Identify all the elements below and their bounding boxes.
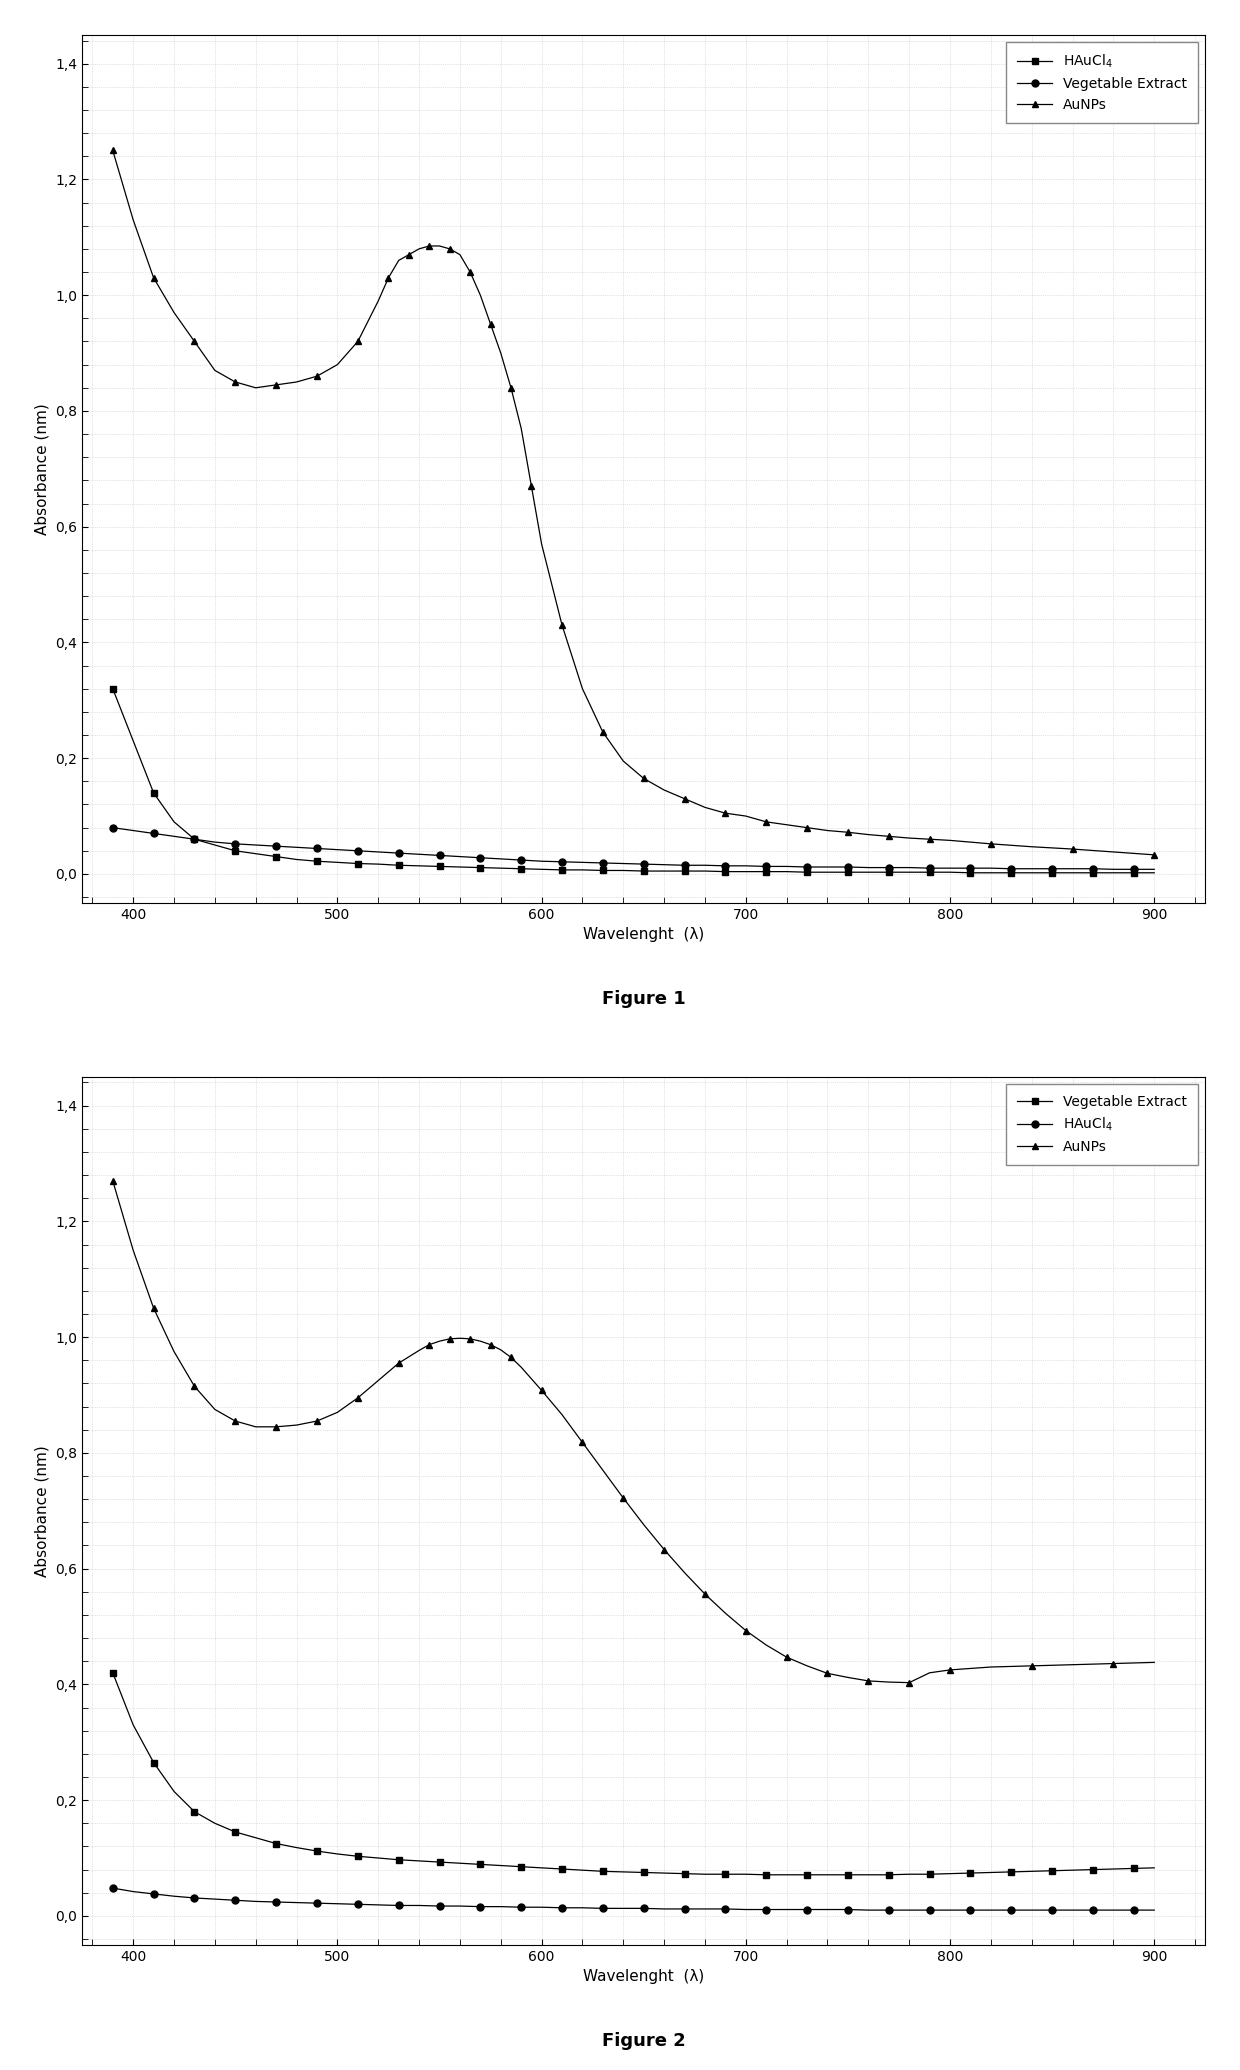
- HAuCl$_4$: [738, 859, 753, 884]
- Vegetable Extract: [759, 1863, 774, 1888]
- Line: HAuCl$_4$: HAuCl$_4$: [109, 1884, 1158, 1913]
- Vegetable Extract: [1065, 857, 1080, 882]
- HAuCl$_4$: [779, 1896, 794, 1921]
- Line: AuNPs: AuNPs: [109, 1178, 1158, 1687]
- HAuCl$_4$: [472, 1894, 487, 1919]
- Line: Vegetable Extract: Vegetable Extract: [110, 1670, 1157, 1877]
- AuNPs: [443, 1327, 458, 1352]
- Line: HAuCl$_4$: HAuCl$_4$: [110, 685, 1157, 876]
- Legend: Vegetable Extract, HAuCl$_4$, AuNPs: Vegetable Extract, HAuCl$_4$, AuNPs: [1007, 1083, 1198, 1165]
- AuNPs: [636, 1513, 651, 1538]
- AuNPs: [1147, 842, 1162, 867]
- HAuCl$_4$: [472, 855, 487, 880]
- HAuCl$_4$: [595, 1896, 610, 1921]
- HAuCl$_4$: [779, 859, 794, 884]
- Text: Figure 2: Figure 2: [601, 2031, 686, 2049]
- Y-axis label: Absorbance (nm): Absorbance (nm): [35, 1445, 50, 1577]
- Text: Figure 1: Figure 1: [601, 989, 686, 1008]
- AuNPs: [1024, 1654, 1039, 1679]
- Vegetable Extract: [105, 1660, 120, 1685]
- Vegetable Extract: [738, 853, 753, 878]
- AuNPs: [1106, 840, 1121, 865]
- Vegetable Extract: [595, 851, 610, 876]
- Vegetable Extract: [738, 1861, 753, 1886]
- Vegetable Extract: [1147, 857, 1162, 882]
- X-axis label: Wavelenght  (λ): Wavelenght (λ): [583, 927, 704, 942]
- Vegetable Extract: [187, 1799, 202, 1824]
- AuNPs: [923, 826, 937, 851]
- HAuCl$_4$: [861, 1898, 875, 1923]
- AuNPs: [1147, 1650, 1162, 1675]
- HAuCl$_4$: [738, 1896, 753, 1921]
- AuNPs: [228, 371, 243, 395]
- Vegetable Extract: [779, 855, 794, 880]
- HAuCl$_4$: [187, 1886, 202, 1911]
- Line: Vegetable Extract: Vegetable Extract: [109, 824, 1158, 874]
- Vegetable Extract: [1106, 857, 1121, 882]
- X-axis label: Wavelenght  (λ): Wavelenght (λ): [583, 1969, 704, 1985]
- AuNPs: [310, 364, 325, 389]
- Line: AuNPs: AuNPs: [109, 147, 1158, 859]
- HAuCl$_4$: [1147, 861, 1162, 886]
- HAuCl$_4$: [963, 861, 978, 886]
- HAuCl$_4$: [1085, 861, 1100, 886]
- AuNPs: [443, 236, 458, 261]
- Legend: HAuCl$_4$, Vegetable Extract, AuNPs: HAuCl$_4$, Vegetable Extract, AuNPs: [1007, 41, 1198, 124]
- AuNPs: [105, 1167, 120, 1192]
- HAuCl$_4$: [187, 826, 202, 851]
- HAuCl$_4$: [1147, 1898, 1162, 1923]
- Vegetable Extract: [1147, 1855, 1162, 1880]
- AuNPs: [105, 139, 120, 164]
- Vegetable Extract: [472, 1853, 487, 1877]
- Vegetable Extract: [472, 845, 487, 869]
- AuNPs: [901, 1670, 916, 1695]
- AuNPs: [371, 288, 386, 313]
- Vegetable Extract: [187, 826, 202, 851]
- Vegetable Extract: [1085, 1857, 1100, 1882]
- Y-axis label: Absorbance (nm): Absorbance (nm): [35, 404, 50, 534]
- Vegetable Extract: [105, 816, 120, 840]
- AuNPs: [503, 1346, 518, 1370]
- AuNPs: [677, 1561, 692, 1586]
- AuNPs: [187, 1374, 202, 1399]
- HAuCl$_4$: [595, 859, 610, 884]
- Vegetable Extract: [595, 1859, 610, 1884]
- HAuCl$_4$: [105, 1875, 120, 1900]
- HAuCl$_4$: [105, 677, 120, 702]
- HAuCl$_4$: [1085, 1898, 1100, 1923]
- Vegetable Extract: [800, 1863, 815, 1888]
